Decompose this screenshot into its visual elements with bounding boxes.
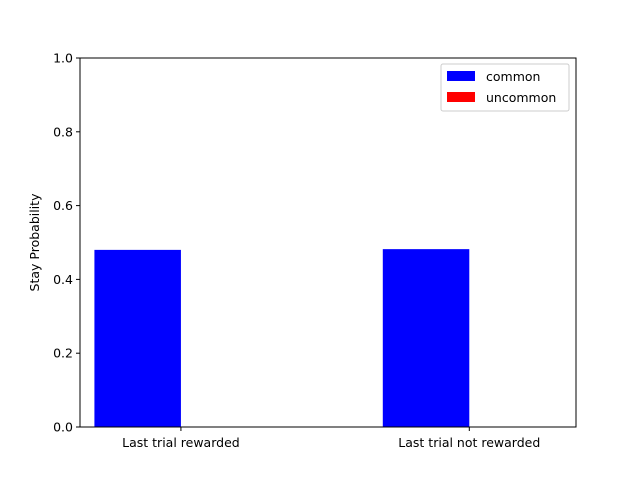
- y-tick-label: 0.4: [53, 272, 73, 287]
- legend-label-uncommon: uncommon: [486, 90, 556, 105]
- x-tick-label: Last trial not rewarded: [398, 435, 540, 450]
- bars-layer: [94, 249, 470, 427]
- legend-swatch-common: [447, 71, 475, 81]
- legend-swatch-uncommon: [447, 92, 475, 102]
- y-axis-label: Stay Probability: [27, 193, 42, 292]
- y-tick-label: 0.0: [53, 420, 73, 435]
- bar-common-1: [382, 249, 470, 427]
- y-tick-label: 1.0: [53, 51, 73, 66]
- legend: common uncommon: [440, 63, 570, 112]
- x-axis: Last trial rewarded Last trial not reward…: [122, 427, 540, 450]
- legend-label-common: common: [486, 69, 540, 84]
- bar-common-0: [94, 249, 181, 427]
- axes-frame: [79, 57, 577, 428]
- y-tick-label: 0.8: [53, 124, 73, 139]
- y-tick-label: 0.6: [53, 198, 73, 213]
- x-tick-label: Last trial rewarded: [122, 435, 240, 450]
- y-tick-label: 0.2: [53, 346, 73, 361]
- y-axis: 0.0 0.2 0.4 0.6 0.8 1.0: [53, 51, 80, 435]
